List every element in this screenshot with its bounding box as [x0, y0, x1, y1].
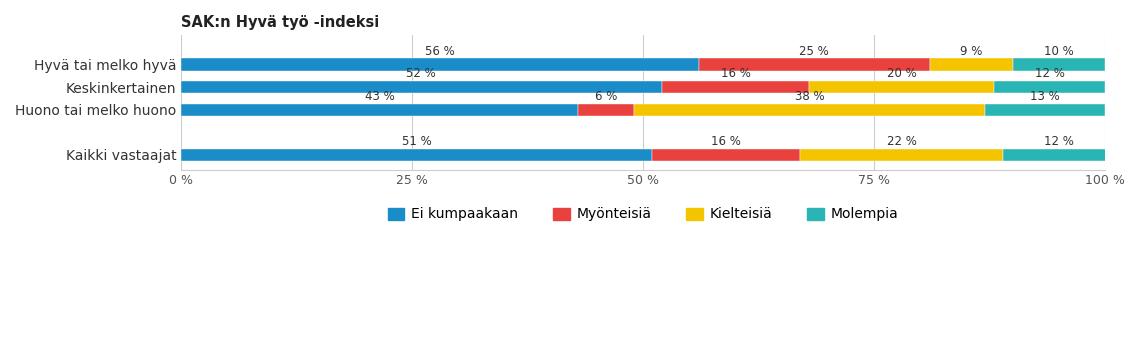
Bar: [181, 58, 699, 71]
Bar: [994, 81, 1105, 93]
Text: 12 %: 12 %: [1044, 135, 1074, 148]
Bar: [985, 104, 1105, 116]
Bar: [578, 104, 634, 116]
Text: 22 %: 22 %: [887, 135, 917, 148]
Bar: [661, 81, 809, 93]
Text: 20 %: 20 %: [887, 68, 917, 80]
Bar: [181, 104, 578, 116]
Bar: [800, 149, 1003, 161]
Text: 12 %: 12 %: [1035, 68, 1065, 80]
Legend: Ei kumpaakaan, Myönteisiä, Kielteisiä, Molempia: Ei kumpaakaan, Myönteisiä, Kielteisiä, M…: [382, 202, 904, 227]
Text: 6 %: 6 %: [595, 90, 618, 103]
Bar: [1012, 58, 1105, 71]
Text: 16 %: 16 %: [720, 68, 750, 80]
Bar: [929, 58, 1012, 71]
Text: 10 %: 10 %: [1044, 45, 1074, 58]
Bar: [1003, 149, 1114, 161]
Text: 16 %: 16 %: [711, 135, 741, 148]
Bar: [634, 104, 985, 116]
Bar: [809, 81, 994, 93]
Text: 25 %: 25 %: [799, 45, 829, 58]
Text: 13 %: 13 %: [1031, 90, 1060, 103]
Bar: [181, 149, 652, 161]
Bar: [652, 149, 800, 161]
Bar: [699, 58, 929, 71]
Bar: [181, 81, 661, 93]
Text: 43 %: 43 %: [365, 90, 394, 103]
Text: 38 %: 38 %: [795, 90, 824, 103]
Text: 56 %: 56 %: [425, 45, 455, 58]
Text: 9 %: 9 %: [960, 45, 983, 58]
Text: 51 %: 51 %: [401, 135, 432, 148]
Text: 52 %: 52 %: [407, 68, 437, 80]
Text: SAK:n Hyvä työ -indeksi: SAK:n Hyvä työ -indeksi: [181, 15, 380, 30]
